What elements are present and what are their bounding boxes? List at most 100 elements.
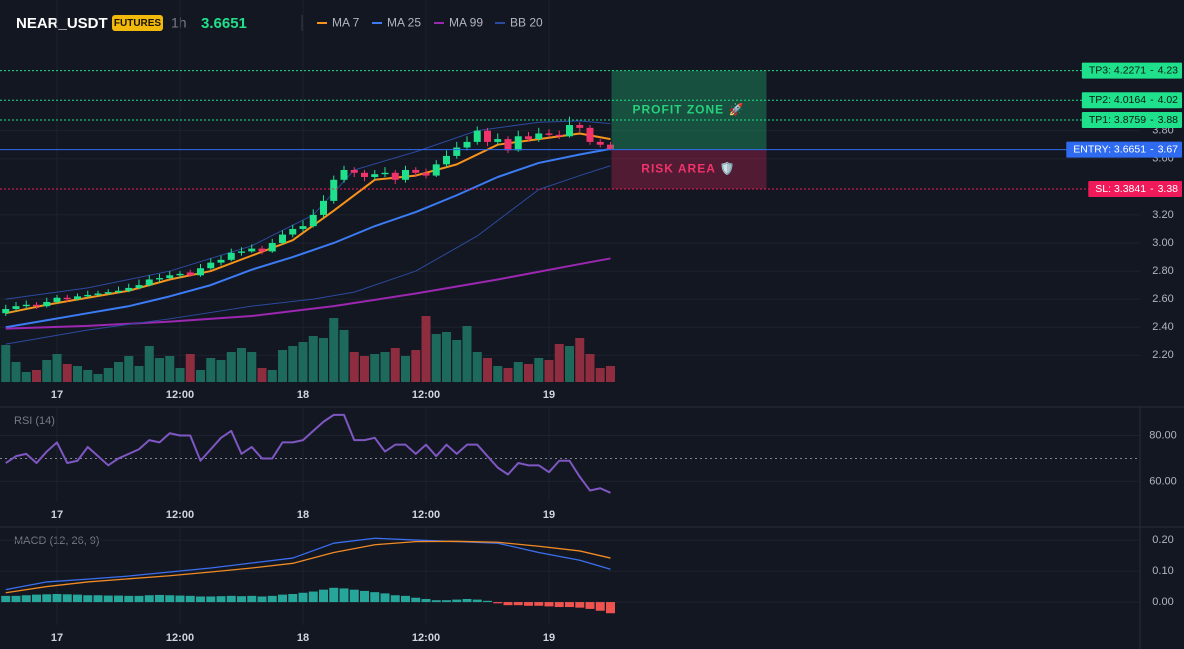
volume-bar <box>319 338 328 382</box>
volume-bar <box>380 352 390 382</box>
volume-bar <box>73 366 82 382</box>
histogram-bar <box>237 596 246 603</box>
candle-body <box>402 169 409 180</box>
histogram-bar <box>319 589 328 603</box>
volume-bar <box>247 352 257 382</box>
candle-body <box>279 234 286 243</box>
x-tick-label: 12:00 <box>166 632 194 644</box>
x-tick-label: 18 <box>297 632 309 644</box>
histogram-bar <box>83 595 93 603</box>
histogram-bar <box>442 600 451 603</box>
level-axis-label: 3.67 <box>1158 143 1179 155</box>
x-tick-label: 18 <box>297 509 309 521</box>
candle-body <box>299 226 307 229</box>
histogram-bar <box>144 595 154 603</box>
candle-body <box>268 242 276 252</box>
y-tick-label: 2.80 <box>1152 265 1173 277</box>
volume-bar <box>165 356 175 382</box>
x-tick-label: 19 <box>543 632 555 644</box>
volume-bar <box>452 340 462 382</box>
volume-bar <box>524 364 533 382</box>
level-axis-label: 4.02 <box>1158 94 1179 106</box>
histogram-bar <box>513 602 523 606</box>
candle-body <box>22 304 30 307</box>
volume-bar <box>134 366 144 382</box>
x-tick-label: 12:00 <box>166 389 194 401</box>
volume-bar <box>493 366 503 382</box>
candle-body <box>289 228 297 235</box>
x-tick-label: 17 <box>51 632 63 644</box>
candle-body <box>555 134 563 137</box>
x-tick-label: 12:00 <box>166 509 194 521</box>
histogram-bar <box>472 599 482 603</box>
histogram-bar <box>103 595 113 603</box>
zone-label: PROFIT ZONE 🚀 <box>633 102 745 116</box>
volume-bar <box>11 362 21 382</box>
histogram-bar <box>554 602 564 608</box>
x-tick-label: 12:00 <box>412 509 440 521</box>
candle-body <box>320 200 327 215</box>
volume-bar <box>513 362 523 382</box>
level-separator: - <box>1150 183 1154 195</box>
histogram-bar <box>431 600 441 603</box>
level-label: TP3: 4.2271 <box>1089 64 1146 76</box>
histogram-bar <box>370 592 380 603</box>
histogram-bar <box>226 595 236 603</box>
histogram-bar <box>565 602 574 608</box>
histogram-bar <box>462 598 472 603</box>
level-label: ENTRY: 3.6651 <box>1073 143 1146 155</box>
volume-bar <box>1 345 11 382</box>
volume-bar <box>442 332 451 382</box>
histogram-bar <box>483 600 492 603</box>
candle-body <box>33 304 40 307</box>
bb-lower <box>5 165 611 345</box>
rsi-line <box>5 413 611 494</box>
candle-body <box>63 297 71 300</box>
volume-bar <box>216 360 226 382</box>
volume-bar <box>595 368 605 382</box>
candle-body <box>176 273 184 276</box>
histogram-bar <box>165 595 175 603</box>
candle-body <box>504 139 512 151</box>
histogram-bar <box>524 602 533 606</box>
histogram-bar <box>585 602 595 609</box>
candle-body <box>309 214 317 227</box>
histogram-bar <box>62 594 72 603</box>
volume-bar <box>103 368 113 382</box>
volume-bar <box>554 344 564 382</box>
y-tick-label: 0.20 <box>1152 534 1173 546</box>
volume-bar <box>196 370 205 382</box>
volume-bar <box>226 352 236 382</box>
candle-body <box>422 172 430 176</box>
histogram-bar <box>175 595 185 603</box>
candle-body <box>494 139 502 142</box>
histogram-bar <box>206 596 216 603</box>
candle-body <box>484 130 491 142</box>
level-box <box>1081 92 1182 109</box>
volume-bar <box>21 372 31 382</box>
candle-body <box>104 292 112 294</box>
histogram-bar <box>257 596 267 603</box>
candle-body <box>514 136 522 151</box>
candle-body <box>217 259 225 263</box>
level-separator: - <box>1150 94 1154 106</box>
macd-line <box>5 540 611 594</box>
volume-bar <box>472 352 482 382</box>
volume-bar <box>32 370 41 382</box>
volume-bar <box>93 374 103 382</box>
volume-bar <box>83 370 93 382</box>
x-tick-label: 18 <box>297 389 309 401</box>
legend-label: MA 99 <box>449 16 483 30</box>
histogram-bar <box>360 590 369 603</box>
level-separator: - <box>1150 64 1154 76</box>
volume-bar <box>421 316 431 382</box>
candle-body <box>381 172 389 175</box>
volume-bar <box>462 326 472 382</box>
histogram-bar <box>308 591 318 603</box>
candle-body <box>43 301 51 307</box>
histogram-bar <box>288 594 298 603</box>
histogram-bar <box>216 596 226 603</box>
candle-body <box>473 130 481 142</box>
